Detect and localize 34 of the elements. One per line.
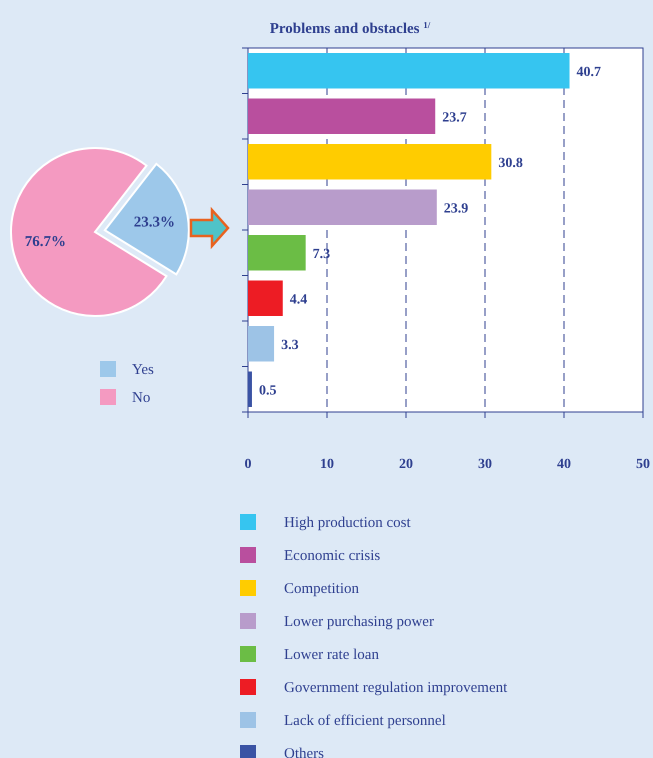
bar [248,190,437,225]
legend-label: High production cost [284,515,412,531]
data-label: 23.7 [442,110,467,126]
legend-label: Lack of efficient personnel [284,713,446,729]
x-tick-label: 10 [320,456,334,472]
bar [248,235,306,270]
chart-title: Problems and obstacles $^{1/}$ [270,20,431,37]
data-label: 4.4 [290,292,308,308]
bar [248,372,252,407]
bar [248,98,436,134]
x-tick-label: 40 [557,456,571,472]
data-label: 30.8 [498,156,523,171]
legend-label: Lower purchasing power [284,614,434,630]
data-label: 3.3 [281,338,299,353]
legend-label: Competition [284,581,360,597]
bar [248,326,274,362]
legend-label: Others [284,746,324,758]
legend-label: Economic crisis [284,548,380,564]
x-tick-label: 50 [636,456,650,472]
legend-label: Government regulation improvement [284,680,508,696]
bar [248,144,492,180]
data-label: 76.7% [24,234,66,250]
data-label: 23.3% [134,214,176,230]
data-label: 0.5 [258,383,276,398]
legend-label: No [132,390,150,406]
x-tick-label: 20 [399,456,413,472]
x-tick-label: 0 [244,456,252,472]
legend-label: Lower rate loan [284,647,380,663]
bar [248,53,570,88]
data-label: 40.7 [576,64,602,80]
x-tick-label: 30 [478,456,492,472]
legend-label: Yes [132,362,154,378]
bar [248,280,283,316]
data-label: 23.9 [444,201,468,216]
